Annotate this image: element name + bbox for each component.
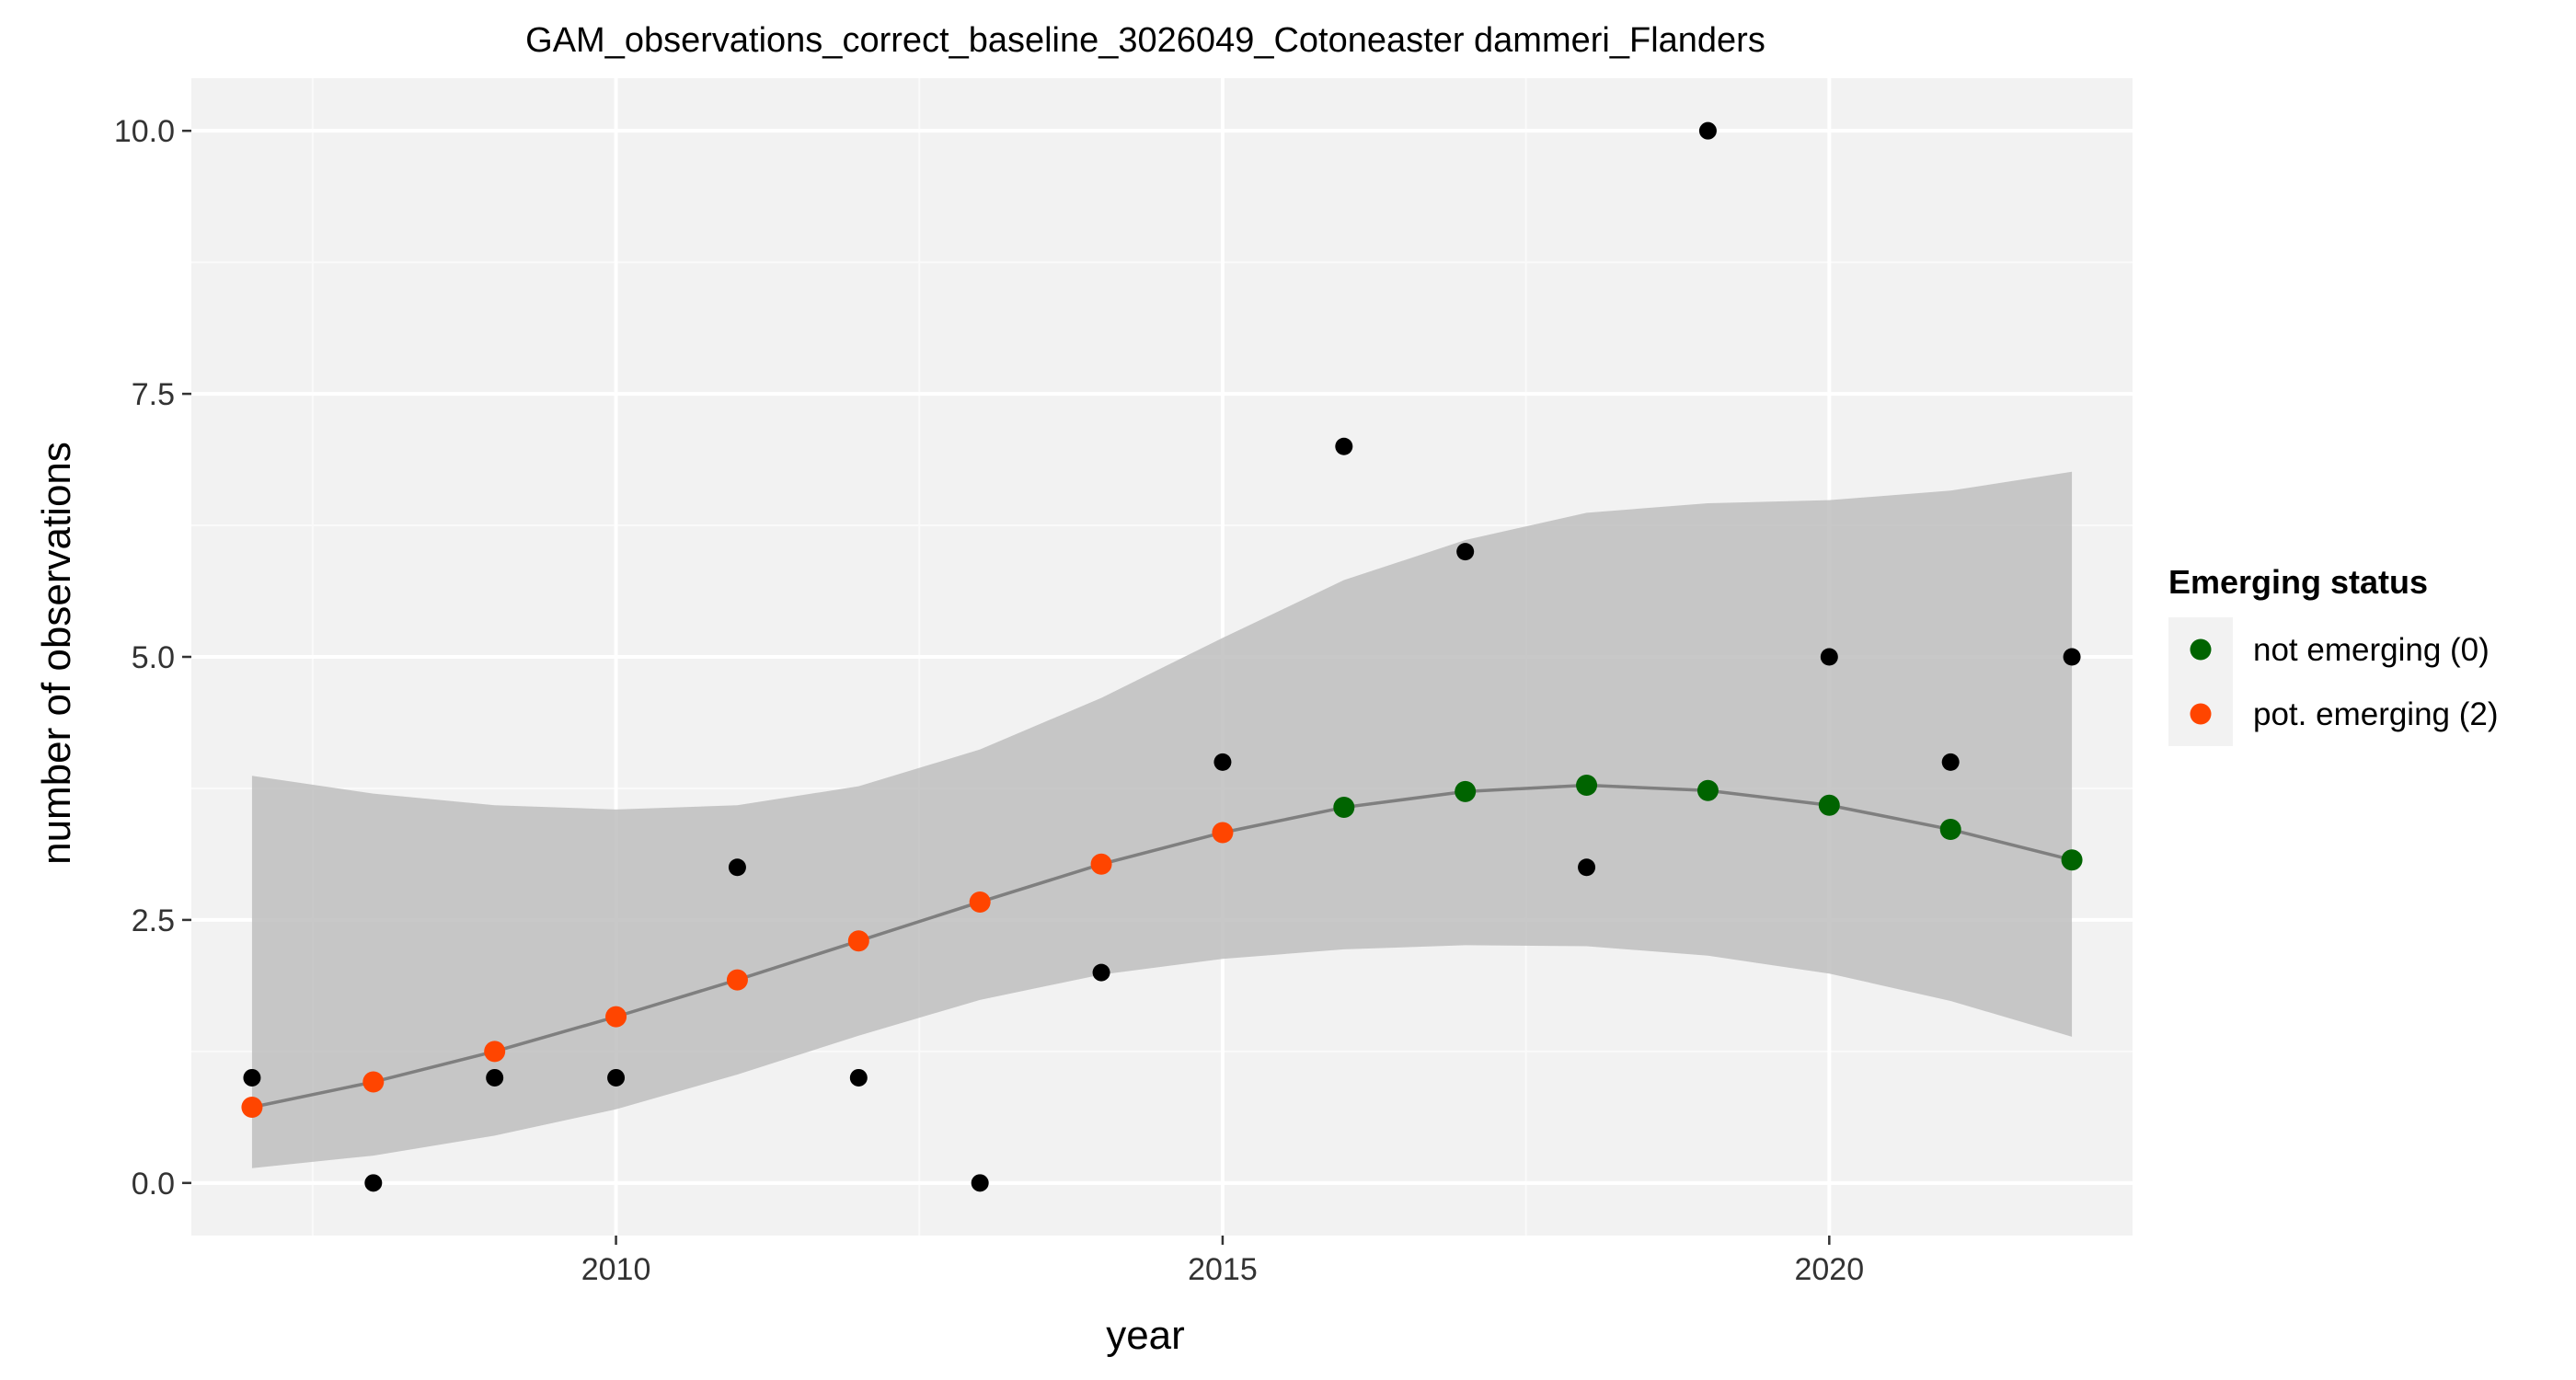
observation-point (607, 1068, 626, 1087)
observation-point (1578, 858, 1596, 877)
fitted-point (969, 891, 991, 913)
fitted-point (484, 1041, 506, 1063)
observation-point (849, 1068, 868, 1087)
observation-point (2063, 648, 2081, 666)
axes: 0.0 2.5 5.0 7.5 10.0 2010 2015 2020 (114, 114, 1864, 1287)
confidence-ribbon-group (251, 471, 2073, 1168)
legend-title: Emerging status (2168, 563, 2428, 601)
fit-line (251, 783, 2073, 1110)
confidence-ribbon (251, 471, 2073, 1168)
observation-point (971, 1174, 989, 1192)
observation-point (1092, 963, 1110, 982)
fitted-point (1212, 822, 1234, 844)
y-tick-label: 10.0 (114, 114, 175, 149)
legend: Emerging status not emerging (0) pot. eme… (2168, 563, 2499, 746)
observation-point (1698, 121, 1717, 140)
observation-point (364, 1174, 383, 1192)
fitted-point (362, 1071, 385, 1093)
x-tick-label: 2015 (1188, 1252, 1258, 1287)
observation-point (1820, 648, 1838, 666)
fitted-point (1939, 819, 1961, 841)
fit-line-group (251, 783, 2073, 1110)
y-axis-title: number of observations (34, 442, 79, 865)
observation-point (1941, 753, 1960, 771)
x-tick-label: 2020 (1794, 1252, 1864, 1287)
legend-label: not emerging (0) (2253, 632, 2490, 668)
fitted-point (847, 930, 869, 952)
legend-label: pot. emerging (2) (2253, 696, 2499, 732)
x-axis-title: year (1106, 1313, 1185, 1358)
chart-title: GAM_observations_correct_baseline_302604… (525, 21, 1765, 60)
observation-point (486, 1068, 504, 1087)
fitted-point (1696, 779, 1719, 801)
legend-key-dot (2190, 703, 2212, 725)
observation-point (728, 858, 746, 877)
fitted-point (1455, 780, 1477, 802)
fitted-points (241, 775, 2083, 1118)
fitted-point (1090, 853, 1112, 875)
y-tick-label: 7.5 (132, 377, 175, 412)
fitted-point (605, 1006, 627, 1028)
x-tick-label: 2010 (581, 1252, 651, 1287)
fitted-point (1333, 797, 1355, 819)
observation-point (1335, 437, 1353, 455)
fitted-point (1576, 775, 1598, 797)
observation-point (1213, 753, 1232, 771)
observation-points (243, 121, 2081, 1192)
observation-point (243, 1068, 261, 1087)
fitted-point (1818, 794, 1840, 816)
observation-point (1456, 543, 1475, 561)
fitted-point (2061, 849, 2083, 871)
fitted-point (726, 969, 748, 991)
legend-key-dot (2190, 638, 2212, 661)
y-tick-label: 2.5 (132, 903, 175, 938)
fitted-point (241, 1096, 263, 1118)
y-tick-label: 0.0 (132, 1167, 175, 1202)
y-tick-label: 5.0 (132, 640, 175, 675)
